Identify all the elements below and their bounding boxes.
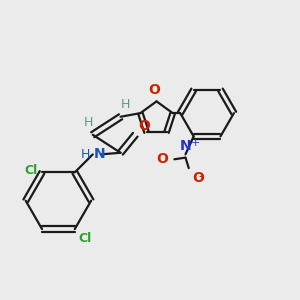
Text: +: + (191, 139, 200, 148)
Text: Cl: Cl (79, 232, 92, 245)
Text: H: H (81, 148, 90, 161)
Text: O: O (193, 171, 205, 185)
Text: O: O (138, 119, 150, 133)
Text: N: N (93, 147, 105, 161)
Text: O: O (157, 152, 169, 166)
Text: N: N (180, 139, 191, 153)
Text: H: H (121, 98, 130, 111)
Text: O: O (148, 83, 160, 97)
Text: Cl: Cl (24, 164, 37, 177)
Text: -: - (199, 170, 203, 183)
Text: H: H (84, 116, 94, 129)
